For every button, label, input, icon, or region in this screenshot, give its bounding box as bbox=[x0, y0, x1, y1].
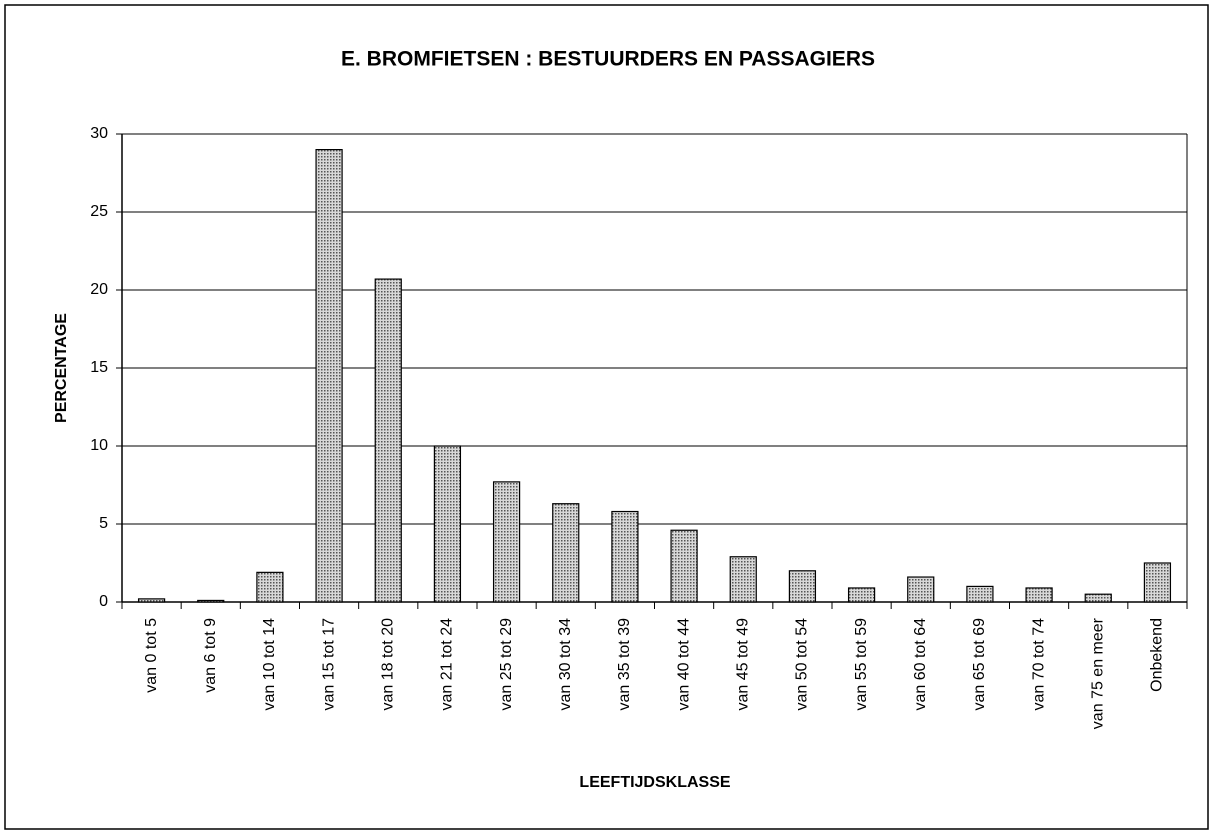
x-tick-label: van 65 tot 69 bbox=[971, 618, 988, 711]
bar bbox=[1143, 562, 1172, 603]
x-tick-label: van 45 tot 49 bbox=[734, 618, 751, 711]
bar bbox=[788, 570, 817, 603]
bar bbox=[729, 556, 757, 603]
bar bbox=[966, 585, 994, 603]
x-tick-label: van 0 tot 5 bbox=[143, 618, 160, 693]
x-tick-label: van 40 tot 44 bbox=[675, 618, 692, 711]
bar bbox=[1084, 593, 1112, 603]
y-tick-label: 20 bbox=[90, 281, 108, 298]
x-tick-label: van 21 tot 24 bbox=[439, 618, 456, 711]
x-tick-label: van 55 tot 59 bbox=[853, 618, 870, 711]
bar bbox=[137, 598, 166, 603]
y-axis-label: PERCENTAGE bbox=[53, 313, 70, 423]
frame bbox=[4, 4, 1209, 830]
x-tick-label: van 30 tot 34 bbox=[557, 618, 574, 711]
x-tick-label: Onbekend bbox=[1149, 618, 1166, 692]
x-tick-label: van 25 tot 29 bbox=[498, 618, 515, 711]
x-tick-label: van 35 tot 39 bbox=[616, 618, 633, 711]
bar bbox=[197, 599, 225, 603]
y-tick-label: 5 bbox=[99, 515, 108, 532]
y-tick-label: 15 bbox=[90, 359, 108, 376]
bar bbox=[552, 503, 580, 603]
bar bbox=[374, 278, 402, 603]
bar bbox=[670, 529, 698, 603]
x-tick-label: van 15 tot 17 bbox=[320, 618, 337, 711]
x-axis-label: LEEFTIJDSKLASSE bbox=[579, 774, 730, 791]
x-tick-label: van 60 tot 64 bbox=[912, 618, 929, 711]
x-tick-label: van 75 en meer bbox=[1089, 617, 1106, 729]
x-tick-label: van 6 tot 9 bbox=[202, 618, 219, 693]
bar bbox=[315, 149, 343, 603]
bar bbox=[256, 571, 284, 603]
x-tick-label: van 18 tot 20 bbox=[379, 618, 396, 711]
chart-title: E. BROMFIETSEN : BESTUURDERS EN PASSAGIE… bbox=[341, 48, 875, 71]
bar bbox=[847, 587, 876, 603]
x-tick-label: van 10 tot 14 bbox=[261, 618, 278, 711]
bar bbox=[907, 576, 935, 603]
bar bbox=[611, 510, 639, 603]
y-tick-label: 30 bbox=[90, 125, 108, 142]
y-tick-label: 10 bbox=[90, 437, 108, 454]
y-tick-label: 0 bbox=[99, 593, 108, 610]
bar bbox=[1025, 587, 1053, 603]
bar bbox=[492, 481, 521, 603]
y-tick-label: 25 bbox=[90, 203, 108, 220]
x-tick-label: van 70 tot 74 bbox=[1030, 618, 1047, 711]
x-tick-label: van 50 tot 54 bbox=[794, 618, 811, 711]
bar bbox=[433, 445, 462, 603]
